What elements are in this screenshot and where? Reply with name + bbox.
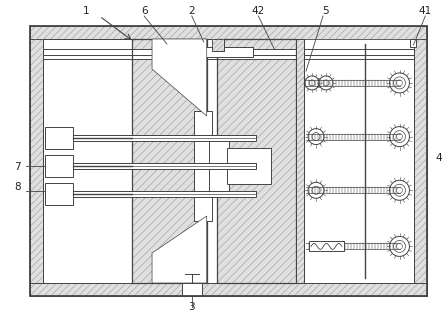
Bar: [414, 39, 427, 283]
Bar: [212, 39, 224, 51]
Bar: [30, 26, 427, 39]
Polygon shape: [152, 216, 207, 283]
Bar: [174, 47, 253, 57]
Bar: [53, 191, 256, 197]
Bar: [45, 127, 73, 149]
Polygon shape: [152, 39, 207, 116]
Bar: [30, 283, 427, 296]
Bar: [410, 39, 416, 47]
Bar: [194, 121, 212, 211]
Bar: [304, 39, 414, 283]
Bar: [45, 183, 73, 205]
Bar: [296, 39, 304, 283]
Text: 5: 5: [323, 6, 329, 16]
Text: 42: 42: [252, 6, 265, 16]
Bar: [45, 155, 73, 177]
Bar: [194, 111, 212, 136]
Text: 6: 6: [141, 6, 148, 16]
Text: 2: 2: [188, 6, 195, 16]
Bar: [309, 241, 344, 252]
Bar: [43, 55, 414, 59]
Bar: [53, 135, 256, 141]
Text: 3: 3: [188, 302, 195, 312]
Bar: [174, 47, 253, 57]
Bar: [53, 163, 256, 169]
Bar: [43, 39, 414, 283]
Bar: [217, 39, 296, 283]
Text: 41: 41: [419, 6, 432, 16]
Text: 1: 1: [83, 6, 90, 16]
Bar: [212, 39, 224, 51]
Text: 4: 4: [435, 153, 442, 163]
Bar: [226, 148, 271, 184]
Bar: [30, 39, 43, 283]
Bar: [296, 39, 304, 283]
Bar: [209, 136, 229, 196]
Text: 7: 7: [15, 162, 21, 172]
Bar: [43, 49, 414, 55]
Bar: [132, 39, 207, 283]
Text: 8: 8: [15, 182, 21, 192]
Bar: [30, 26, 427, 296]
Bar: [194, 196, 212, 221]
Bar: [132, 39, 207, 283]
Bar: [182, 283, 202, 296]
Bar: [217, 39, 296, 283]
